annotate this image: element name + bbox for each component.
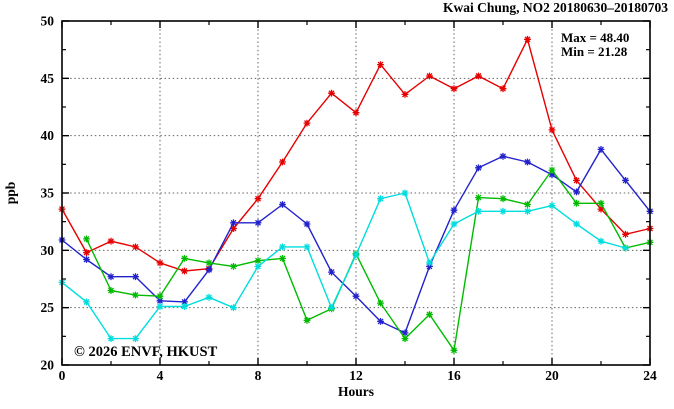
x-axis-label: Hours <box>338 384 374 399</box>
gridlines <box>62 21 650 365</box>
x-tick-label: 12 <box>349 368 363 383</box>
y-tick-label: 30 <box>41 243 55 258</box>
x-tick-label: 4 <box>157 368 164 383</box>
plot-border <box>61 20 651 366</box>
series-red <box>58 35 654 275</box>
x-tick-label: 24 <box>643 368 657 383</box>
series-cyan-markers <box>58 189 629 342</box>
chart-title: Kwai Chung, NO2 20180630–20180703 <box>443 0 668 15</box>
y-tick-label: 25 <box>41 300 55 315</box>
x-tick-label: 20 <box>545 368 559 383</box>
y-tick-label: 50 <box>41 14 55 29</box>
y-tick-label: 45 <box>41 71 55 86</box>
min-annotation: Min = 21.28 <box>561 44 628 59</box>
series-cyan <box>58 189 629 342</box>
max-annotation: Max = 48.40 <box>561 30 629 45</box>
y-tick-label: 20 <box>41 358 55 373</box>
y-tick-label: 35 <box>41 186 55 201</box>
series-green-markers <box>83 166 654 354</box>
x-tick-label: 16 <box>447 368 461 383</box>
watermark-text: © 2026 ENVF, HKUST <box>74 344 218 360</box>
series-blue-markers <box>58 146 654 337</box>
x-tick-label: 0 <box>59 368 66 383</box>
y-tick-label: 40 <box>41 128 55 143</box>
x-tick-label: 8 <box>255 368 262 383</box>
y-axis-label: ppb <box>3 182 18 205</box>
series-blue <box>58 146 654 337</box>
series-green <box>83 166 654 354</box>
